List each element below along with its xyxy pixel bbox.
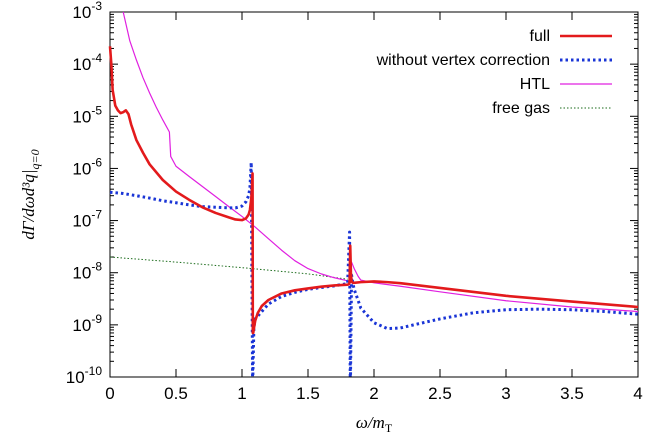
plot-frame [109, 11, 639, 378]
y-tick-label: 10-10 [66, 364, 103, 387]
series-line-free-gas [109, 256, 348, 280]
plot-series [108, 11, 639, 379]
y-axis-title: dΓ/dωd³q|q=0 [19, 149, 42, 239]
series-line-full [108, 46, 639, 335]
series-line-without-vertex-correction [109, 160, 639, 379]
legend: full without vertex correction HTL free gas [376, 28, 612, 117]
x-tick-label: 2.5 [428, 384, 452, 403]
y-tick-label: 10-7 [72, 208, 102, 231]
legend-label: free gas [492, 100, 550, 117]
x-tick-label: 3 [501, 384, 510, 403]
y-tick-label: 10-8 [72, 260, 102, 283]
x-tick-label: 1.5 [296, 384, 320, 403]
x-tick-label: 0 [105, 384, 114, 403]
x-tick-label: 4 [633, 384, 642, 403]
y-tick-label: 10-3 [72, 0, 102, 22]
x-axis-title: ω/mT [356, 413, 393, 435]
axis-labels: 0 0.5 1 1.5 2 2.5 3 3.5 4 10-10 10-9 10-8 10-7 10-6 10… [19, 0, 643, 435]
legend-label: HTL [520, 76, 550, 93]
x-tick-label: 0.5 [164, 384, 188, 403]
y-tick-label: 10-9 [72, 312, 102, 335]
y-tick-label: 10-6 [72, 155, 102, 178]
x-tick-label: 3.5 [560, 384, 584, 403]
y-tick-label: 10-4 [72, 51, 102, 74]
x-tick-label: 1 [237, 384, 246, 403]
axis-ticks [109, 11, 639, 378]
x-tick-label: 2 [369, 384, 378, 403]
y-tick-label: 10-5 [72, 103, 102, 126]
legend-label: without vertex correction [376, 52, 550, 69]
legend-label: full [530, 28, 550, 45]
